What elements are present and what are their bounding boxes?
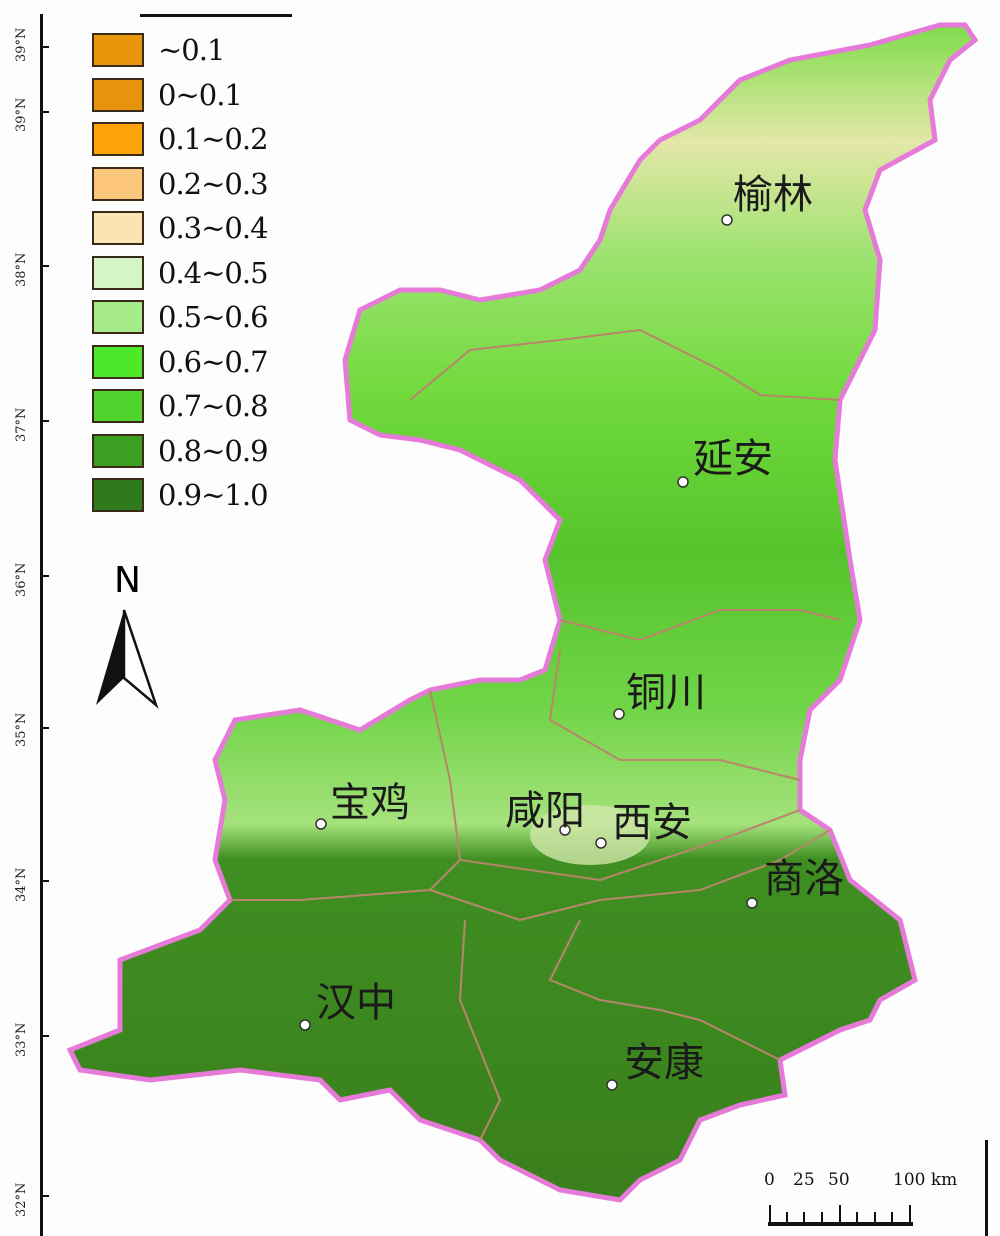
scale-bar [768,1205,913,1226]
legend-item: 0.8~0.9 [92,429,269,474]
lat-tick [40,46,49,48]
city-label-yanan: 延安 [693,436,773,482]
lat-tick [40,420,49,422]
legend-label: 0.4~0.5 [158,255,269,290]
map-frame-top [140,14,292,17]
city-label-xianyang: 咸阳 [505,788,585,834]
scale-label: 25 [793,1170,815,1190]
city-label-hanzhong: 汉中 [316,980,396,1026]
city-label-tongchuan: 铜川 [626,670,706,716]
legend-item: 0.5~0.6 [92,295,269,340]
legend-swatch [92,166,144,201]
legend-swatch [92,300,144,335]
lat-tick [40,575,49,577]
legend-item: 0.7~0.8 [92,384,269,429]
legend-label: 0.7~0.8 [158,389,269,424]
north-arrow: N [94,560,164,710]
legend-swatch [92,389,144,424]
legend-item: 0.2~0.3 [92,162,269,207]
city-marker-yulin [721,214,733,226]
north-arrow-icon [96,609,159,709]
city-marker-baoji [315,818,327,830]
legend-swatch [92,122,144,157]
city-marker-shangluo [746,897,758,909]
lat-tick [40,1035,49,1037]
legend-swatch [92,344,144,379]
scale-label: 0 [764,1170,775,1190]
legend: ~0.1 0~0.1 0.1~0.2 0.2~0.3 0.3~0.4 0.4~0… [92,28,269,518]
city-label-yulin: 榆林 [733,172,813,218]
legend-label: 0.8~0.9 [158,433,269,468]
lat-tick [40,265,49,267]
legend-label: 0.9~1.0 [158,478,269,513]
map-frame-right [985,1140,988,1236]
legend-swatch [92,478,144,513]
city-label-ankang: 安康 [624,1040,704,1086]
prefecture-borders [230,328,841,1141]
city-marker-ankang [606,1079,618,1091]
map-frame-left [40,14,43,1236]
lat-tick [40,1195,49,1197]
legend-item: 0.6~0.7 [92,340,269,385]
legend-item: 0.1~0.2 [92,117,269,162]
legend-item: 0.9~1.0 [92,473,269,518]
legend-label: 0.3~0.4 [158,211,269,246]
xian-urban-area [530,805,650,865]
city-label-shangluo: 商洛 [764,856,844,902]
legend-label: 0.6~0.7 [158,344,269,379]
lat-tick [40,880,49,882]
scale-label: 50 [828,1170,850,1190]
legend-item: 0~0.1 [92,73,268,118]
city-label-baoji: 宝鸡 [330,780,410,826]
city-label-xian: 西安 [612,800,692,846]
lat-tick [40,111,49,113]
legend-swatch [92,255,144,290]
city-marker-xianyang [559,824,571,836]
city-marker-yanan [677,476,689,488]
city-marker-tongchuan [613,708,625,720]
legend-item: 0.3~0.4 [92,206,269,251]
legend-swatch [92,33,144,68]
legend-swatch [92,433,144,468]
lat-tick [40,727,49,729]
city-marker-xian [595,837,607,849]
north-letter: N [114,560,141,601]
city-marker-hanzhong [299,1019,311,1031]
legend-swatch [92,77,144,112]
legend-item: 0.4~0.5 [92,251,269,296]
legend-label: 0.1~0.2 [158,122,269,157]
scale-label: 100 km [893,1170,958,1190]
legend-label: ~0.1 [158,33,225,68]
legend-label: 0~0.1 [158,77,243,112]
legend-swatch [92,211,144,246]
legend-item: ~0.1 [92,28,268,73]
legend-label: 0.2~0.3 [158,166,269,201]
legend-label: 0.5~0.6 [158,300,269,335]
